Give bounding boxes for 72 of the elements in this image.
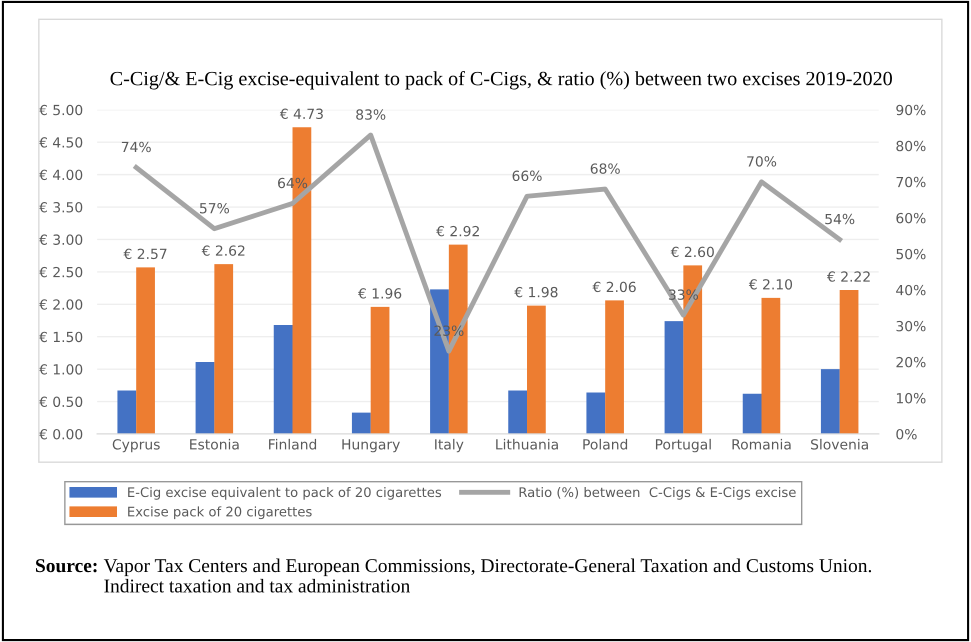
data-label: € 2.10	[748, 279, 792, 290]
y2-tick-label: 40%	[896, 284, 926, 296]
x-tick-label: Lithuania	[496, 438, 558, 450]
x-tick-label: Italy	[435, 438, 464, 452]
y-tick-label: € 5.00	[39, 104, 82, 116]
y2-tick-label: 80%	[896, 140, 926, 152]
x-tick-label: Estonia	[190, 438, 239, 450]
x-tick-label: Cyprus	[112, 439, 160, 452]
bar	[274, 325, 293, 434]
data-label: € 2.06	[592, 282, 636, 292]
y-tick-label: € 0.00	[39, 428, 82, 440]
data-label: 83%	[356, 109, 386, 120]
data-label: € 2.92	[436, 226, 479, 236]
y-tick-label: € 1.00	[39, 364, 82, 375]
data-label: 66%	[512, 170, 542, 182]
y2-tick-label: 60%	[896, 212, 926, 224]
data-label: € 2.57	[123, 248, 166, 260]
x-tick-label: Slovenia	[811, 438, 868, 450]
bar	[820, 369, 840, 434]
y-tick-label: € 2.50	[39, 266, 82, 278]
y2-tick-label: 30%	[896, 320, 926, 332]
bar	[508, 390, 528, 434]
bar	[586, 392, 606, 434]
x-tick-label: Hungary	[342, 439, 400, 452]
y2-tick-label: 10%	[896, 392, 926, 404]
bar	[840, 290, 858, 434]
bar	[214, 264, 234, 434]
data-label: € 2.22	[826, 271, 870, 282]
y-tick-label: € 2.00	[39, 299, 82, 310]
y-tick-label: € 3.00	[39, 234, 82, 245]
bar	[196, 362, 214, 434]
bar	[762, 298, 780, 434]
x-tick-label: Finland	[269, 438, 316, 450]
bar	[605, 300, 624, 434]
y2-tick-label: 20%	[896, 356, 926, 368]
y2-tick-label: 0%	[896, 428, 917, 440]
data-label: 70%	[747, 156, 776, 167]
data-label: € 2.60	[670, 246, 714, 258]
legend-label: E-Cig excise equivalent to pack of 20 cigarettes	[128, 486, 442, 500]
y-tick-label: € 4.00	[39, 170, 82, 180]
bar	[527, 306, 546, 434]
data-label: 68%	[590, 163, 620, 174]
source-note: Source:	[36, 559, 97, 572]
data-label: € 1.96	[358, 288, 402, 299]
y2-tick-label: 70%	[896, 176, 926, 188]
bar	[370, 306, 390, 434]
bar	[664, 321, 684, 434]
y-tick-label: € 0.50	[39, 396, 82, 408]
y-tick-label: € 4.50	[39, 137, 82, 148]
legend-label: Excise pack of 20 cigarettes	[128, 506, 312, 520]
x-tick-label: Portugal	[656, 438, 711, 452]
text: Vapor Tax Centers and European Commissions, Directorate-General Taxation and Customs Union. Indirect taxation and tax administration	[104, 558, 872, 593]
data-label: 57%	[200, 202, 230, 214]
bar	[742, 394, 762, 434]
y-tick-label: € 1.50	[39, 332, 82, 342]
data-label: 74%	[122, 142, 151, 152]
data-label: € 2.62	[202, 245, 244, 256]
y2-tick-label: 90%	[896, 104, 926, 116]
bar	[352, 412, 371, 434]
bar	[117, 390, 136, 434]
y2-tick-label: 50%	[896, 248, 926, 260]
data-label: 23%	[434, 325, 464, 336]
data-label: € 1.98	[514, 286, 558, 298]
x-tick-label: Romania	[732, 438, 791, 450]
data-label: 33%	[668, 289, 698, 300]
y-tick-label: € 3.50	[39, 202, 82, 213]
bar	[136, 267, 155, 434]
data-label: € 4.73	[280, 108, 323, 120]
legend-label: Ratio (%) between C-Cigs & E-Cigs excise	[520, 486, 796, 500]
data-label: 54%	[825, 214, 854, 224]
x-tick-label: Poland	[583, 438, 628, 450]
chart-title: C-Cig/& E-Cig excise-equivalent to pack of C-Cigs, & ratio (%) between two excises 2019-2020	[110, 70, 892, 90]
